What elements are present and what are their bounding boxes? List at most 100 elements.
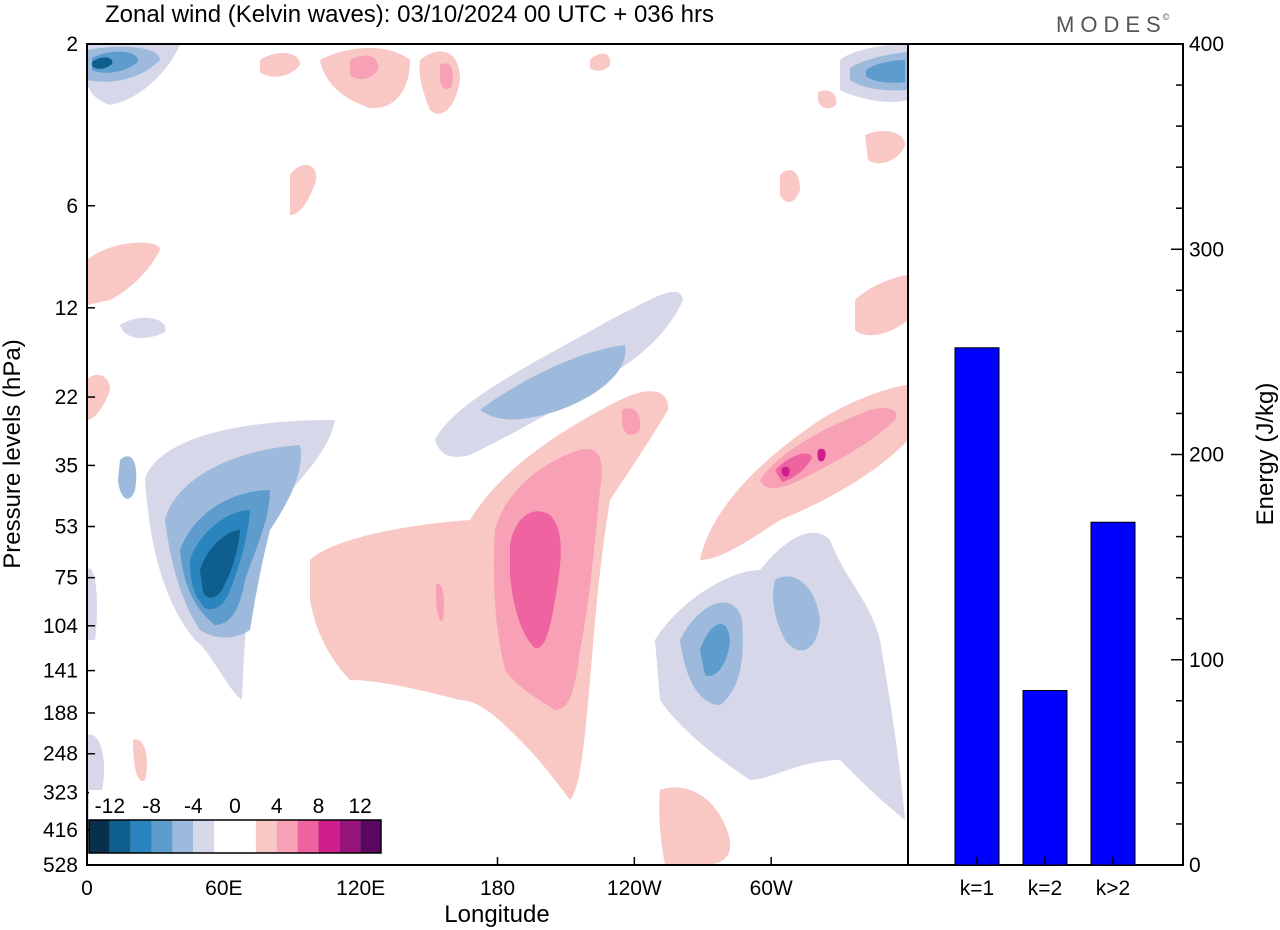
colorbar-swatch <box>276 820 298 853</box>
y-tick-label: 6 <box>66 195 78 218</box>
contour-pos-light <box>780 170 800 202</box>
chart-title: Zonal wind (Kelvin waves): 03/10/2024 00… <box>105 1 714 28</box>
colorbar-label: -4 <box>184 795 203 818</box>
x-tick-label: 180 <box>480 877 515 900</box>
contour-neg-core <box>92 57 113 69</box>
y-tick-label: 323 <box>43 782 78 805</box>
colorbar-swatch <box>235 820 256 853</box>
contour-neg-mid <box>118 456 137 499</box>
contour-pos-light <box>133 739 147 781</box>
x-tick-label: 120W <box>607 877 662 900</box>
contour-pos-light <box>855 275 908 336</box>
y-tick-label: 188 <box>43 702 78 725</box>
colorbar-frame <box>88 819 382 854</box>
x-tick-label: 0 <box>81 877 93 900</box>
energy-tick-label: 400 <box>1189 33 1224 56</box>
colorbar-swatch <box>172 820 194 853</box>
x-tick-label: 60E <box>205 877 242 900</box>
pressure-axis: 2 6 12 22 35 53 75 104 141 188 248 323 416 528 <box>43 33 95 877</box>
y-tick-label: 53 <box>55 516 78 539</box>
contour-pos-light <box>260 53 300 77</box>
bar-series <box>954 347 1136 866</box>
energy-axis: 0 100 200 300 400 <box>1171 33 1224 877</box>
colorbar-label: 12 <box>348 795 371 818</box>
colorbar: -12 -8 -4 0 4 8 12 <box>88 790 382 864</box>
energy-bar <box>954 347 1000 866</box>
contour-pos-core <box>781 466 790 477</box>
y-tick-label: 528 <box>43 854 78 877</box>
contour-pos-light <box>659 787 731 865</box>
energy-tick-label: 0 <box>1189 854 1201 877</box>
colorbar-swatch <box>214 820 235 853</box>
energy-tick-label: 200 <box>1189 444 1224 467</box>
contour-pos-light <box>590 53 611 71</box>
colorbar-label: -12 <box>95 795 125 818</box>
y-tick-label: 104 <box>43 615 78 638</box>
contour-pos-core <box>817 448 826 462</box>
y-tick-label: 416 <box>43 819 78 842</box>
brand-text: MODES <box>1056 12 1167 37</box>
y-tick-label: 2 <box>66 33 78 56</box>
y-tick-label: 75 <box>55 567 78 590</box>
colorbar-swatch <box>318 820 340 853</box>
wavenumber-axis: k=1 k=2 k>2 <box>960 857 1130 900</box>
contour-neg-light <box>120 317 166 338</box>
contour-pos-light <box>290 164 317 215</box>
energy-tick-label: 300 <box>1189 238 1224 261</box>
contour-neg-strong <box>700 623 730 676</box>
contour-pos-light <box>818 90 837 109</box>
colorbar-swatch <box>151 820 173 853</box>
contour-pos-light <box>87 242 160 305</box>
contour-pos-light <box>865 131 905 164</box>
colorbar-swatch <box>297 820 319 853</box>
energy-bar <box>1090 521 1136 866</box>
heatmap-panel <box>86 43 909 866</box>
x-tick-label: 60W <box>750 877 793 900</box>
contour-neg-strong <box>866 60 905 83</box>
y-tick-label: 35 <box>55 454 78 477</box>
contour-neg-core <box>200 530 240 598</box>
colorbar-swatch <box>109 820 131 853</box>
colorbar-swatch <box>89 820 110 853</box>
x-axis-label: Longitude <box>444 901 549 928</box>
contour-neg-mid <box>480 345 626 420</box>
x-tick-label: 120E <box>336 877 385 900</box>
colorbar-labels: -12 -8 -4 0 4 8 12 <box>95 795 372 818</box>
bar-category-label: k>2 <box>1096 877 1130 900</box>
contour-pos-mid <box>440 63 453 90</box>
contour-pos-light <box>310 391 669 800</box>
brand-logo: MODES© <box>1056 12 1175 37</box>
y-tick-label: 22 <box>55 386 78 409</box>
energy-tick-label: 100 <box>1189 649 1224 672</box>
colorbar-swatch <box>255 820 277 853</box>
y-tick-label: 248 <box>43 743 78 766</box>
energy-axis-label: Energy (J/kg) <box>1252 383 1279 526</box>
colorbar-swatch <box>193 820 215 853</box>
contour-pos-light <box>419 51 460 114</box>
energy-bar <box>1022 690 1068 866</box>
contour-pos-strong <box>510 511 561 649</box>
colorbar-label: 4 <box>271 795 283 818</box>
bar-category-label: k=1 <box>960 877 994 900</box>
contour-pos-mid <box>436 584 445 621</box>
contour-pos-mid <box>622 408 641 435</box>
colorbar-swatch <box>360 820 381 853</box>
y-axis-label: Pressure levels (hPa) <box>0 339 26 568</box>
colorbar-swatch <box>339 820 361 853</box>
contour-neg-mid <box>773 576 820 651</box>
y-tick-label: 12 <box>55 297 78 320</box>
colorbar-swatches <box>88 819 382 854</box>
colorbar-label: 0 <box>229 795 241 818</box>
contour-neg-light <box>87 568 98 640</box>
bar-panel: 0 100 200 300 400 k=1 k=2 k>2 Energy (J/kg) <box>907 33 1279 900</box>
longitude-axis: 0 60E 120E 180 120W 60W <box>81 857 793 900</box>
colorbar-label: 8 <box>313 795 325 818</box>
colorbar-label: -8 <box>142 795 161 818</box>
contour-pos-light <box>87 374 110 420</box>
colorbar-swatch <box>130 820 152 853</box>
y-tick-label: 141 <box>43 660 78 683</box>
brand-mark: © <box>1163 12 1176 22</box>
bar-category-label: k=2 <box>1028 877 1062 900</box>
contour-pos-mid <box>350 55 379 80</box>
